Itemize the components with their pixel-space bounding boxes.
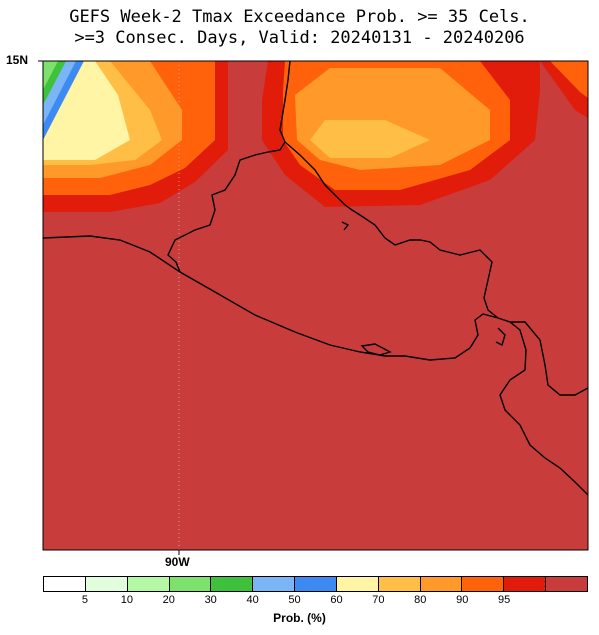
colorbar-swatch-12 bbox=[546, 577, 587, 591]
colorbar-swatch-0 bbox=[44, 577, 86, 591]
colorbar-label-80: 80 bbox=[414, 594, 427, 606]
colorbar-label-70: 70 bbox=[372, 594, 385, 606]
colorbar-swatch-5 bbox=[253, 577, 296, 591]
colorbar-label-90: 90 bbox=[456, 594, 469, 606]
lon-label-90w: 90W bbox=[165, 555, 190, 569]
lat-label-15n: 15N bbox=[6, 53, 29, 67]
colorbar-label-40: 40 bbox=[246, 594, 259, 606]
colorbar-swatch-8 bbox=[378, 577, 421, 591]
title-line-1: GEFS Week-2 Tmax Exceedance Prob. >= 35 … bbox=[69, 7, 530, 27]
n-contour-60 bbox=[310, 120, 430, 158]
colorbar-swatch-1 bbox=[85, 577, 128, 591]
colorbar-label-60: 60 bbox=[330, 594, 343, 606]
coastlines-borders bbox=[43, 61, 588, 496]
colorbar-label-10: 10 bbox=[120, 594, 133, 606]
colorbar bbox=[43, 576, 588, 592]
map-frame bbox=[42, 60, 589, 551]
colorbar-swatch-3 bbox=[169, 577, 212, 591]
title-line-2: >=3 Consec. Days, Valid: 20240131 - 2024… bbox=[74, 28, 525, 48]
nw-contour-10 bbox=[43, 61, 58, 90]
colorbar-title: Prob. (%) bbox=[273, 611, 326, 625]
ne-contour-80 bbox=[550, 61, 588, 98]
colorbar-swatch-7 bbox=[336, 577, 379, 591]
colorbar-label-5: 5 bbox=[81, 594, 88, 606]
colorbar-label-20: 20 bbox=[162, 594, 175, 606]
colorbar-swatch-11 bbox=[504, 577, 547, 591]
colorbar-swatch-9 bbox=[420, 577, 463, 591]
colorbar-label-50: 50 bbox=[288, 594, 301, 606]
colorbar-swatch-10 bbox=[462, 577, 505, 591]
colorbar-swatch-4 bbox=[211, 577, 254, 591]
colorbar-label-95: 95 bbox=[498, 594, 511, 606]
colorbar-swatch-2 bbox=[127, 577, 170, 591]
colorbar-label-30: 30 bbox=[204, 594, 217, 606]
colorbar-swatch-6 bbox=[295, 577, 337, 591]
